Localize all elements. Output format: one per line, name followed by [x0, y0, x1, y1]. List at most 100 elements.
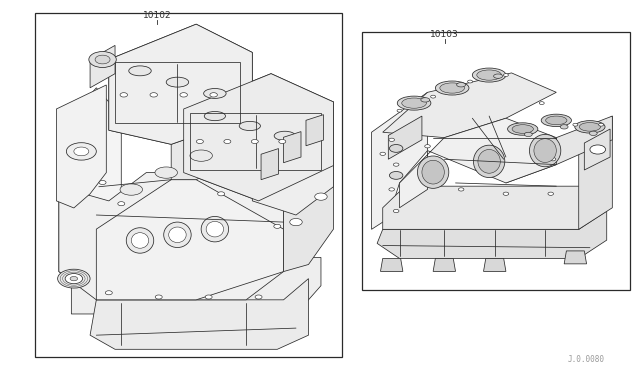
Ellipse shape — [456, 83, 466, 87]
Ellipse shape — [579, 122, 600, 131]
Ellipse shape — [575, 121, 605, 133]
Circle shape — [180, 93, 188, 97]
Ellipse shape — [508, 123, 538, 135]
Ellipse shape — [274, 131, 296, 141]
Polygon shape — [371, 92, 428, 229]
Polygon shape — [399, 118, 556, 208]
Circle shape — [255, 295, 262, 299]
Circle shape — [548, 192, 554, 195]
Circle shape — [503, 192, 509, 195]
Ellipse shape — [512, 125, 533, 133]
Circle shape — [394, 209, 399, 213]
Polygon shape — [506, 116, 612, 183]
Circle shape — [590, 145, 605, 154]
Polygon shape — [484, 259, 506, 272]
Polygon shape — [109, 24, 252, 144]
Polygon shape — [380, 259, 403, 272]
Ellipse shape — [435, 81, 469, 95]
Ellipse shape — [493, 74, 502, 78]
Circle shape — [218, 192, 225, 196]
Ellipse shape — [524, 132, 532, 137]
Circle shape — [458, 188, 464, 191]
Ellipse shape — [589, 131, 597, 135]
Circle shape — [99, 180, 106, 185]
Circle shape — [315, 193, 327, 200]
Circle shape — [279, 140, 286, 144]
Ellipse shape — [541, 114, 572, 126]
Ellipse shape — [474, 145, 505, 177]
Circle shape — [205, 295, 212, 299]
Polygon shape — [59, 173, 284, 300]
Polygon shape — [109, 24, 252, 144]
Circle shape — [468, 80, 472, 83]
Ellipse shape — [204, 89, 226, 99]
Circle shape — [431, 95, 436, 98]
Polygon shape — [564, 251, 586, 264]
Circle shape — [150, 93, 157, 97]
Text: J.0.0080: J.0.0080 — [568, 355, 605, 364]
Circle shape — [196, 140, 204, 144]
Circle shape — [397, 109, 402, 112]
Ellipse shape — [478, 150, 500, 173]
Polygon shape — [388, 116, 422, 159]
Ellipse shape — [546, 116, 567, 125]
Circle shape — [573, 123, 578, 126]
Circle shape — [389, 138, 394, 141]
Circle shape — [550, 158, 556, 161]
Polygon shape — [284, 166, 333, 272]
Ellipse shape — [422, 160, 444, 184]
Ellipse shape — [440, 83, 465, 93]
Circle shape — [58, 269, 90, 288]
Circle shape — [95, 55, 110, 64]
Circle shape — [394, 163, 399, 166]
Ellipse shape — [201, 217, 228, 242]
Ellipse shape — [472, 68, 506, 82]
Polygon shape — [56, 85, 106, 208]
Ellipse shape — [417, 156, 449, 188]
Ellipse shape — [169, 227, 186, 243]
Circle shape — [224, 140, 231, 144]
Polygon shape — [579, 116, 612, 229]
Circle shape — [380, 152, 385, 155]
Ellipse shape — [126, 228, 154, 253]
Polygon shape — [184, 74, 333, 201]
Circle shape — [252, 140, 259, 144]
Ellipse shape — [421, 98, 430, 102]
Polygon shape — [252, 102, 333, 215]
Circle shape — [65, 273, 83, 284]
Ellipse shape — [204, 112, 225, 121]
Polygon shape — [261, 148, 278, 180]
Circle shape — [156, 295, 162, 299]
Ellipse shape — [529, 134, 561, 167]
Polygon shape — [59, 88, 122, 300]
Circle shape — [274, 224, 281, 228]
Polygon shape — [584, 129, 610, 170]
Polygon shape — [383, 73, 556, 138]
Circle shape — [106, 291, 112, 295]
Circle shape — [425, 145, 430, 148]
Ellipse shape — [560, 125, 568, 129]
Ellipse shape — [155, 167, 177, 178]
Circle shape — [74, 147, 89, 156]
Circle shape — [389, 171, 403, 179]
Polygon shape — [184, 74, 333, 201]
Ellipse shape — [166, 77, 189, 87]
Polygon shape — [71, 257, 321, 314]
Ellipse shape — [120, 184, 143, 195]
Bar — [35, 13, 342, 357]
Ellipse shape — [164, 222, 191, 247]
Polygon shape — [90, 279, 308, 349]
Circle shape — [89, 52, 116, 67]
Text: 10103: 10103 — [431, 30, 459, 39]
Polygon shape — [284, 132, 301, 163]
Text: 10102: 10102 — [143, 12, 171, 20]
Ellipse shape — [129, 66, 151, 76]
Circle shape — [70, 276, 77, 281]
Ellipse shape — [131, 233, 148, 248]
Ellipse shape — [397, 96, 431, 110]
Circle shape — [118, 202, 125, 206]
Circle shape — [120, 93, 127, 97]
Polygon shape — [433, 259, 456, 272]
Polygon shape — [96, 180, 284, 300]
Circle shape — [540, 102, 544, 105]
